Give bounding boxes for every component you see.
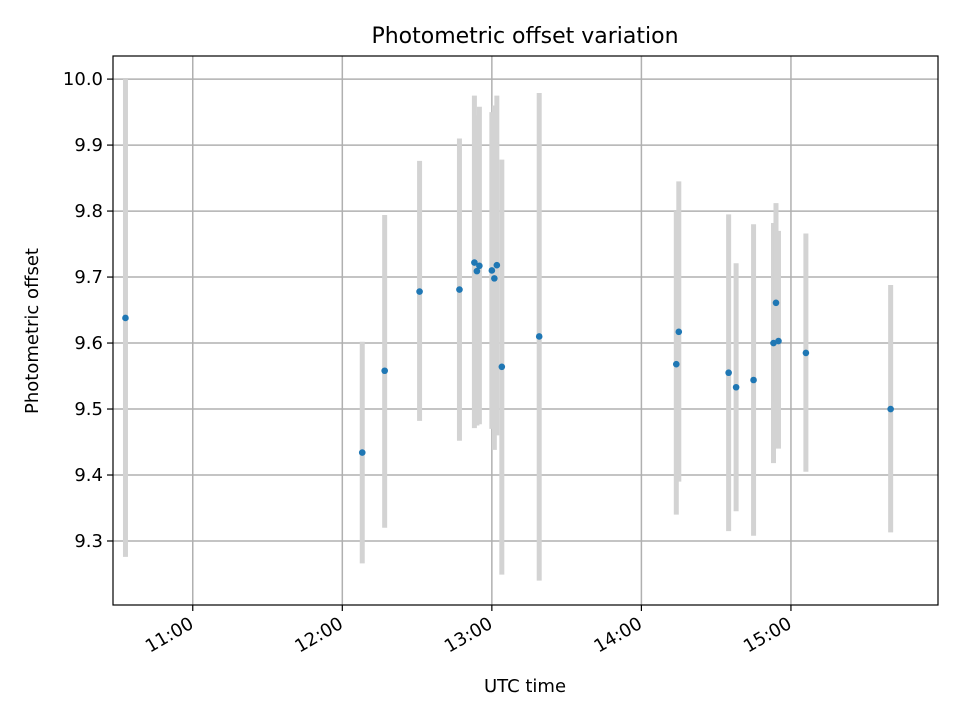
data-point xyxy=(491,275,498,282)
data-points xyxy=(122,259,894,456)
data-point xyxy=(732,383,740,391)
y-tick-label: 9.5 xyxy=(74,399,103,420)
y-tick-label: 9.9 xyxy=(74,135,103,156)
data-point xyxy=(672,360,680,368)
data-point xyxy=(675,328,683,336)
data-point xyxy=(770,339,777,347)
data-point xyxy=(887,405,894,413)
plot-area-frame xyxy=(112,55,939,606)
data-point xyxy=(381,367,388,375)
data-point xyxy=(358,449,366,456)
data-point xyxy=(473,267,481,275)
data-point xyxy=(488,267,496,274)
y-tick-label: 9.6 xyxy=(74,333,103,354)
y-tick-label: 10.0 xyxy=(63,69,103,90)
y-tick-label: 9.8 xyxy=(74,201,103,222)
y-axis: 9.3 9.4 9.5 9.6 9.7 9.8 9.9 10.0 xyxy=(63,69,113,552)
y-axis-title: Photometric offset xyxy=(22,248,43,414)
y-tick-label: 9.3 xyxy=(74,531,103,552)
data-point xyxy=(416,288,423,295)
data-point xyxy=(725,369,732,377)
data-point xyxy=(750,376,757,384)
y-tick-label: 9.7 xyxy=(74,267,103,288)
x-axis-title: UTC time xyxy=(484,676,566,697)
data-point xyxy=(498,363,506,371)
data-point xyxy=(775,337,782,345)
data-point xyxy=(535,333,543,340)
data-point xyxy=(772,299,780,307)
data-point xyxy=(476,262,483,270)
data-point xyxy=(802,349,810,357)
data-point xyxy=(493,261,501,269)
data-point xyxy=(471,259,478,266)
chart-title: Photometric offset variation xyxy=(371,24,678,49)
data-point xyxy=(122,314,129,322)
data-point xyxy=(456,286,463,293)
y-tick-label: 9.4 xyxy=(74,465,103,486)
